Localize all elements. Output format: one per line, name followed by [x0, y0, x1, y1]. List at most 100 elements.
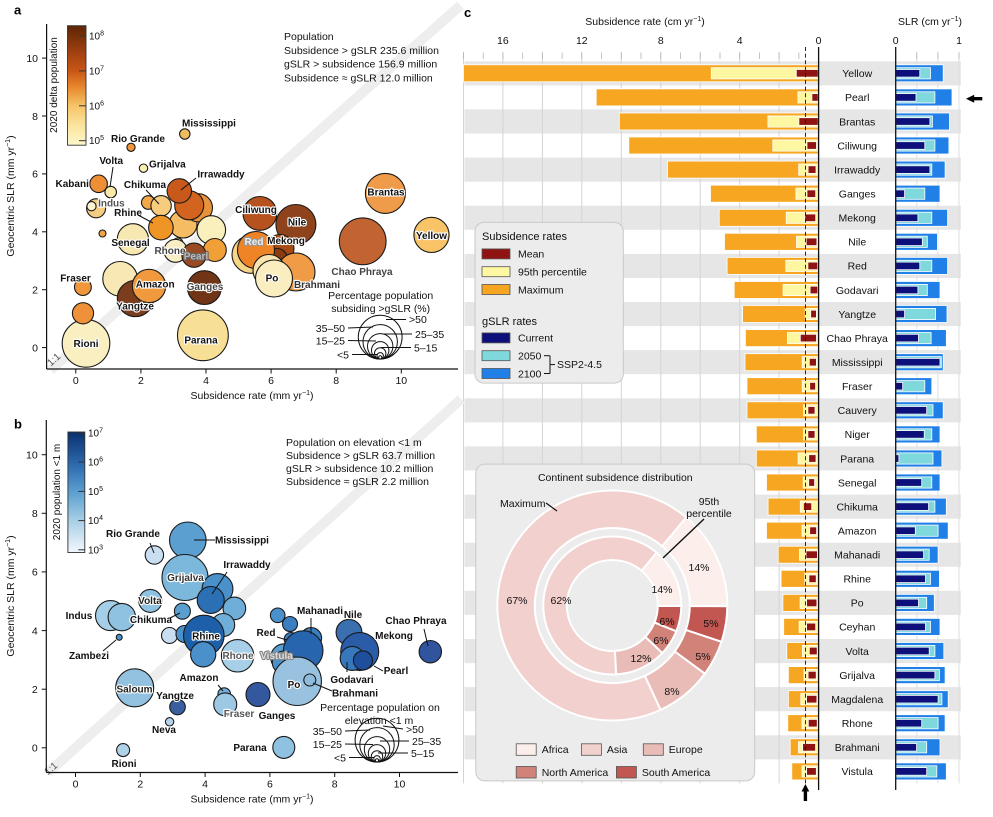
svg-text:Yellow: Yellow [416, 231, 447, 242]
svg-text:Rioni: Rioni [74, 339, 99, 350]
svg-text:Brahmani: Brahmani [294, 280, 340, 291]
svg-text:North America: North America [542, 767, 609, 779]
svg-text:2: 2 [32, 684, 38, 696]
svg-text:Chao Phraya: Chao Phraya [331, 267, 393, 278]
svg-text:Population: Population [284, 31, 334, 43]
svg-text:Percentage population: Percentage population [328, 290, 433, 302]
svg-text:<5: <5 [334, 752, 346, 764]
svg-text:subsiding >gSLR (%): subsiding >gSLR (%) [331, 303, 430, 315]
svg-text:12: 12 [576, 35, 588, 47]
svg-text:Africa: Africa [542, 744, 569, 756]
svg-text:Cauvery: Cauvery [838, 405, 878, 417]
svg-text:percentile: percentile [686, 508, 732, 520]
svg-text:Rioni: Rioni [112, 759, 137, 770]
svg-text:Po: Po [288, 680, 301, 691]
svg-text:Red: Red [848, 261, 867, 273]
svg-text:Current: Current [518, 333, 553, 345]
svg-text:Yangtze: Yangtze [156, 691, 194, 702]
svg-text:Amazon: Amazon [136, 280, 175, 291]
svg-text:Maximum: Maximum [518, 284, 564, 296]
svg-text:10: 10 [26, 53, 38, 65]
svg-text:Nile: Nile [288, 218, 307, 229]
svg-text:4: 4 [202, 779, 208, 791]
svg-text:0: 0 [73, 375, 79, 387]
svg-text:Mean: Mean [518, 249, 544, 261]
svg-text:Ganges: Ganges [187, 282, 224, 293]
svg-text:Volta: Volta [99, 156, 123, 167]
svg-text:4: 4 [737, 35, 743, 47]
svg-text:Neva: Neva [152, 725, 176, 736]
svg-text:Niger: Niger [845, 429, 871, 441]
svg-text:2: 2 [138, 375, 144, 387]
svg-text:Vistula: Vistula [260, 651, 293, 662]
svg-text:Godavari: Godavari [330, 675, 374, 686]
svg-text:Chao Phraya: Chao Phraya [827, 333, 888, 345]
svg-text:10: 10 [26, 450, 38, 462]
svg-text:2: 2 [32, 285, 38, 297]
svg-text:Amazon: Amazon [180, 673, 219, 684]
svg-text:5–15: 5–15 [414, 342, 438, 354]
svg-text:Rio Grande: Rio Grande [111, 134, 165, 145]
svg-text:Rhine: Rhine [843, 574, 871, 586]
svg-text:>50: >50 [409, 314, 427, 326]
svg-text:14%: 14% [688, 562, 709, 574]
svg-text:15–25: 15–25 [313, 739, 342, 751]
svg-text:Nile: Nile [344, 610, 363, 621]
svg-text:Subsidence rate (cm yr−1): Subsidence rate (cm yr−1) [585, 16, 704, 28]
svg-text:Subsidence ≈ gSLR 12.0 million: Subsidence ≈ gSLR 12.0 million [284, 72, 433, 84]
svg-text:16: 16 [497, 35, 509, 47]
svg-text:67%: 67% [506, 595, 527, 607]
svg-text:Ganges: Ganges [259, 711, 296, 722]
svg-text:Senegal: Senegal [838, 477, 877, 489]
svg-text:8: 8 [32, 111, 38, 123]
svg-text:10: 10 [395, 375, 407, 387]
svg-text:6: 6 [32, 567, 38, 579]
svg-text:Ciliwung: Ciliwung [235, 205, 277, 216]
svg-text:Chikuma: Chikuma [124, 180, 167, 191]
svg-text:2100: 2100 [518, 368, 542, 380]
svg-text:Fraser: Fraser [842, 381, 873, 393]
svg-text:Rhone: Rhone [842, 718, 873, 730]
svg-text:95th: 95th [699, 496, 720, 508]
svg-text:2: 2 [137, 779, 143, 791]
svg-text:Godavari: Godavari [836, 285, 879, 297]
svg-text:Irrawaddy: Irrawaddy [223, 560, 271, 571]
svg-text:Magdalena: Magdalena [831, 694, 883, 706]
svg-text:15–25: 15–25 [316, 335, 345, 347]
svg-text:Grijalva: Grijalva [839, 670, 875, 682]
svg-text:Mahanadi: Mahanadi [834, 550, 880, 562]
svg-text:8: 8 [32, 508, 38, 520]
svg-text:a: a [14, 3, 22, 18]
svg-text:6: 6 [268, 375, 274, 387]
svg-text:6%: 6% [659, 616, 674, 628]
svg-text:8: 8 [333, 375, 339, 387]
svg-text:Pearl: Pearl [384, 666, 409, 677]
svg-text:2020 population <1 m: 2020 population <1 m [52, 444, 63, 540]
svg-text:2020 delta population: 2020 delta population [49, 37, 60, 133]
svg-text:4: 4 [32, 625, 38, 637]
svg-text:Red: Red [257, 628, 276, 639]
svg-text:Parana: Parana [233, 743, 267, 754]
svg-text:2050: 2050 [518, 351, 542, 363]
svg-text:8: 8 [332, 779, 338, 791]
svg-text:Rhine: Rhine [114, 208, 142, 219]
svg-text:Europe: Europe [669, 744, 703, 756]
svg-text:Vistula: Vistula [842, 766, 873, 778]
svg-text:elevation <1 m: elevation <1 m [345, 715, 414, 727]
svg-text:8: 8 [658, 35, 664, 47]
svg-text:Geocentric SLR (mm yr−1): Geocentric SLR (mm yr−1) [5, 135, 17, 256]
svg-text:gSLR rates: gSLR rates [482, 316, 538, 328]
svg-text:Saloum: Saloum [116, 685, 152, 696]
svg-text:Parana: Parana [184, 336, 218, 347]
svg-text:6%: 6% [653, 635, 668, 647]
svg-text:Chikuma: Chikuma [130, 615, 173, 626]
svg-text:Brantas: Brantas [367, 188, 405, 199]
svg-text:Yangtze: Yangtze [838, 309, 876, 321]
svg-text:Subsidence rate (mm yr−1): Subsidence rate (mm yr−1) [191, 390, 314, 402]
svg-text:Indus: Indus [98, 199, 125, 210]
svg-text:SSP2-4.5: SSP2-4.5 [557, 359, 602, 371]
svg-text:Zambezi: Zambezi [69, 651, 109, 662]
svg-text:Continent subsidence distribut: Continent subsidence distribution [538, 472, 693, 484]
svg-text:Mekong: Mekong [839, 213, 877, 225]
svg-text:6: 6 [32, 169, 38, 181]
